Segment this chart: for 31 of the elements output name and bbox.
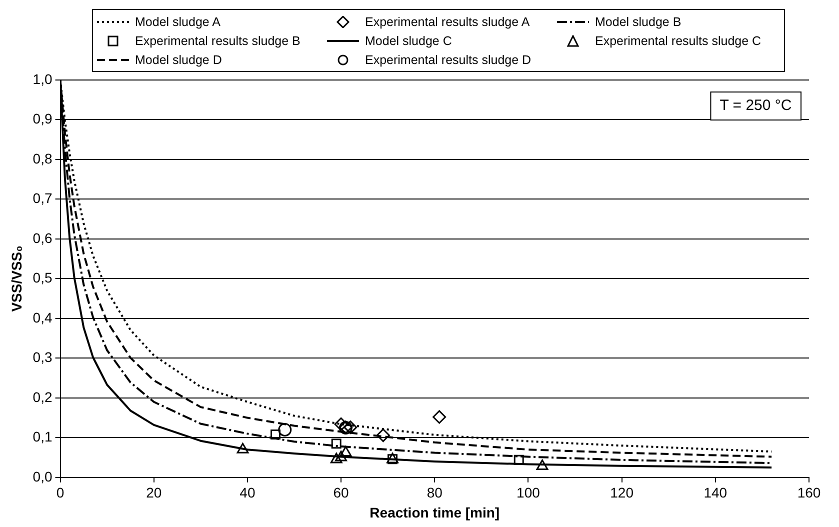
x-tick-label: 60 [333,484,350,501]
annotation: T = 250 °C [720,97,792,114]
legend-label: Experimental results sludge A [365,14,530,28]
x-tick-label: 0 [56,484,64,501]
y-tick-label: 0,9 [32,110,52,127]
legend-label: Model sludge C [365,34,452,48]
legend-label: Experimental results sludge D [365,52,532,66]
x-tick-label: 160 [797,484,821,501]
y-tick-label: 0,0 [32,468,52,484]
x-tick-label: 120 [610,484,634,501]
legend-label: Model sludge A [135,14,220,28]
y-tick-label: 0,6 [32,230,52,246]
x-tick-label: 100 [516,484,540,501]
x-tick-label: 20 [146,484,162,501]
y-tick-label: 0,7 [32,190,52,206]
x-tick-label: 40 [240,484,256,501]
y-tick-label: 0,5 [32,270,52,286]
x-tick-label: 80 [426,484,443,501]
y-axis-title: VSS/VSS₀ [8,246,24,312]
x-axis-title: Reaction time [min] [370,504,500,520]
legend-label: Model sludge D [135,52,222,66]
y-tick-label: 1,0 [32,70,52,87]
x-tick-label: 140 [704,484,728,501]
y-tick-label: 0,2 [32,388,52,405]
legend-label: Experimental results sludge B [135,34,300,48]
y-tick-label: 0,8 [32,150,52,166]
legend-label: Experimental results sludge C [595,34,762,48]
y-tick-label: 0,3 [32,349,52,366]
y-tick-label: 0,4 [32,309,52,326]
y-tick-label: 0,1 [32,428,52,445]
legend-label: Model sludge B [595,14,682,28]
